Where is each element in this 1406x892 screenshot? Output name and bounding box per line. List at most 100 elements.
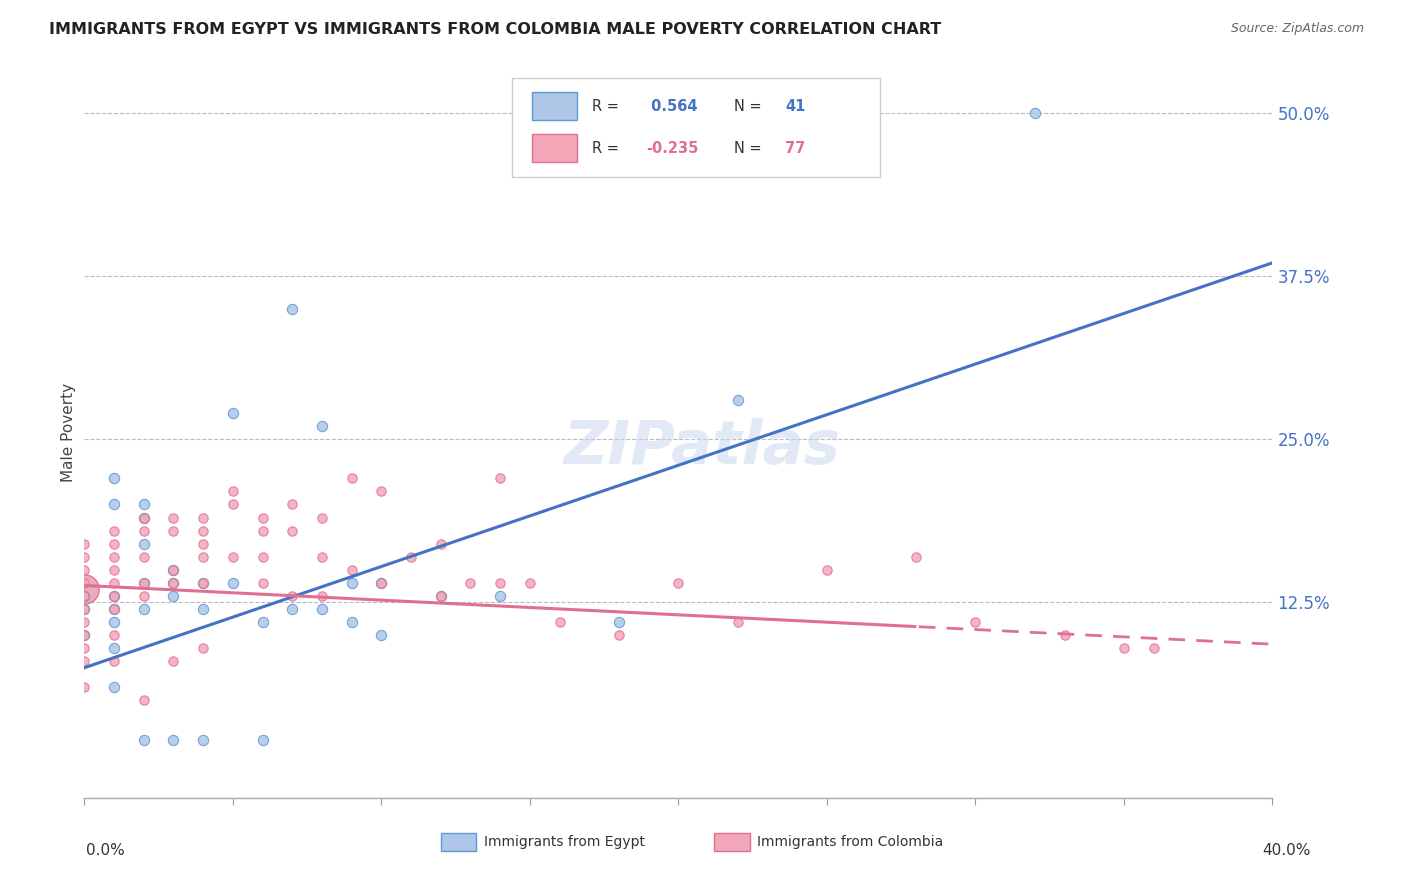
Point — [311, 589, 333, 603]
Point — [73, 589, 96, 603]
Point — [73, 582, 96, 597]
Point — [132, 524, 155, 538]
Point — [222, 549, 245, 564]
Point — [607, 628, 630, 642]
Point — [222, 406, 245, 420]
Point — [103, 589, 125, 603]
Point — [162, 563, 184, 577]
Point — [103, 615, 125, 629]
Point — [311, 549, 333, 564]
Text: 40.0%: 40.0% — [1263, 843, 1310, 858]
Point — [132, 575, 155, 590]
Point — [162, 575, 184, 590]
Point — [281, 498, 304, 512]
Point — [103, 536, 125, 550]
Point — [489, 589, 512, 603]
Point — [191, 641, 215, 656]
Point — [73, 681, 96, 695]
Text: N =: N = — [734, 98, 766, 113]
Point — [103, 628, 125, 642]
Point — [370, 484, 392, 499]
Point — [311, 510, 333, 524]
Point — [252, 524, 274, 538]
Point — [191, 549, 215, 564]
Point — [191, 602, 215, 616]
Text: -0.235: -0.235 — [647, 141, 699, 155]
Point — [132, 510, 155, 524]
Text: IMMIGRANTS FROM EGYPT VS IMMIGRANTS FROM COLOMBIA MALE POVERTY CORRELATION CHART: IMMIGRANTS FROM EGYPT VS IMMIGRANTS FROM… — [49, 22, 942, 37]
Point — [281, 602, 304, 616]
Point — [222, 484, 245, 499]
Point — [132, 549, 155, 564]
Point — [1112, 641, 1135, 656]
Point — [281, 301, 304, 316]
Point — [489, 575, 512, 590]
Point — [132, 498, 155, 512]
Point — [340, 615, 363, 629]
Point — [252, 615, 274, 629]
Point — [103, 641, 125, 656]
Point — [252, 732, 274, 747]
Point — [73, 602, 96, 616]
Point — [340, 563, 363, 577]
Point — [103, 524, 125, 538]
Point — [103, 498, 125, 512]
Text: 77: 77 — [786, 141, 806, 155]
Point — [73, 563, 96, 577]
Point — [965, 615, 987, 629]
Point — [340, 575, 363, 590]
Point — [132, 602, 155, 616]
Point — [668, 575, 690, 590]
Bar — [533, 92, 578, 120]
Point — [370, 628, 392, 642]
Text: R =: R = — [592, 141, 623, 155]
Bar — [714, 833, 749, 851]
Point — [162, 563, 184, 577]
Point — [132, 536, 155, 550]
Y-axis label: Male Poverty: Male Poverty — [60, 383, 76, 483]
Point — [73, 549, 96, 564]
Point — [607, 615, 630, 629]
Point — [132, 732, 155, 747]
Text: Immigrants from Egypt: Immigrants from Egypt — [484, 835, 644, 849]
Point — [489, 471, 512, 485]
Point — [370, 575, 392, 590]
Point — [191, 575, 215, 590]
Point — [162, 654, 184, 668]
Point — [132, 510, 155, 524]
Point — [103, 549, 125, 564]
Point — [73, 575, 96, 590]
Point — [460, 575, 482, 590]
Point — [191, 536, 215, 550]
Point — [281, 524, 304, 538]
Point — [430, 589, 453, 603]
Point — [162, 575, 184, 590]
Bar — [533, 134, 578, 162]
Point — [311, 419, 333, 434]
Point — [1024, 105, 1046, 120]
Text: R =: R = — [592, 98, 623, 113]
Point — [430, 536, 453, 550]
Bar — [441, 833, 477, 851]
Point — [311, 602, 333, 616]
Point — [162, 510, 184, 524]
Point — [905, 549, 928, 564]
Point — [73, 628, 96, 642]
Point — [281, 589, 304, 603]
Point — [1053, 628, 1076, 642]
Point — [191, 524, 215, 538]
Point — [132, 589, 155, 603]
Point — [252, 510, 274, 524]
Point — [103, 575, 125, 590]
Point — [191, 575, 215, 590]
Point — [222, 575, 245, 590]
Point — [73, 641, 96, 656]
Point — [252, 575, 274, 590]
Point — [340, 471, 363, 485]
Point — [399, 549, 422, 564]
Point — [1142, 641, 1164, 656]
Point — [73, 536, 96, 550]
Point — [162, 732, 184, 747]
Point — [132, 575, 155, 590]
Point — [103, 681, 125, 695]
